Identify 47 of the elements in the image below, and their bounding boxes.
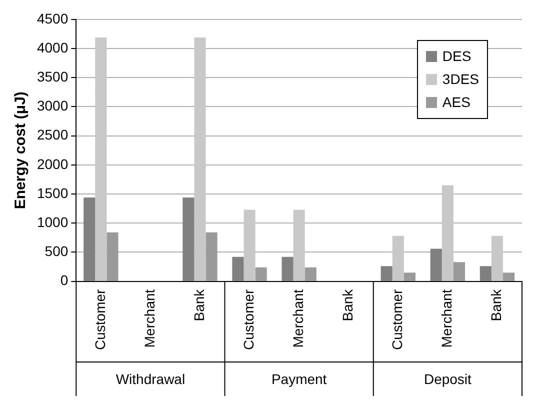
x-tick-label: Bank: [190, 288, 207, 322]
y-tick-label: 3500: [36, 68, 68, 84]
x-tick-label: Customer: [240, 288, 256, 350]
bar: [380, 266, 392, 281]
bar: [430, 248, 442, 281]
bar: [206, 232, 218, 281]
bar: [106, 232, 118, 281]
x-tick-label: Customer: [389, 288, 406, 350]
legend-label: DES: [442, 47, 472, 66]
bar: [282, 256, 294, 281]
bar: [404, 272, 416, 281]
bar: [453, 262, 466, 281]
x-tick-label: Merchant: [438, 289, 455, 348]
bar: [480, 266, 492, 281]
y-tick-label: 0: [60, 272, 68, 288]
bar: [255, 267, 267, 281]
y-tick-label: 3000: [36, 98, 68, 114]
bar: [244, 210, 256, 281]
y-axis-title: Energy cost (μJ): [12, 92, 30, 210]
y-tick-label: 2500: [36, 126, 68, 143]
legend-label: AES: [442, 93, 470, 112]
y-tick-label: 1500: [36, 184, 68, 201]
x-tick-label: Merchant: [290, 289, 306, 348]
bar: [442, 185, 454, 281]
text: Payment: [271, 370, 327, 387]
bar: [491, 236, 504, 281]
bar: [232, 256, 244, 281]
x-tick-label: Customer: [92, 288, 108, 350]
x-tick-label: Merchant: [141, 289, 158, 348]
bar: [304, 267, 316, 281]
bar: [95, 37, 107, 281]
bar: [182, 198, 194, 281]
x-tick-label: Bank: [339, 288, 356, 322]
bar: [503, 272, 515, 281]
y-tick-label: 500: [44, 243, 68, 260]
bar: [84, 198, 96, 281]
x-tick-label: Bank: [488, 288, 504, 322]
text: Deposit: [424, 370, 472, 387]
y-tick-label: 1000: [36, 214, 68, 230]
y-tick-label: 4500: [36, 10, 68, 26]
text: Withdrawal: [116, 370, 186, 387]
bar: [194, 37, 206, 281]
y-tick-label: 2000: [36, 156, 68, 172]
bar: [293, 210, 305, 281]
y-tick-label: 4000: [36, 39, 68, 56]
bar: [392, 236, 404, 281]
legend-label: 3DES: [442, 70, 479, 89]
